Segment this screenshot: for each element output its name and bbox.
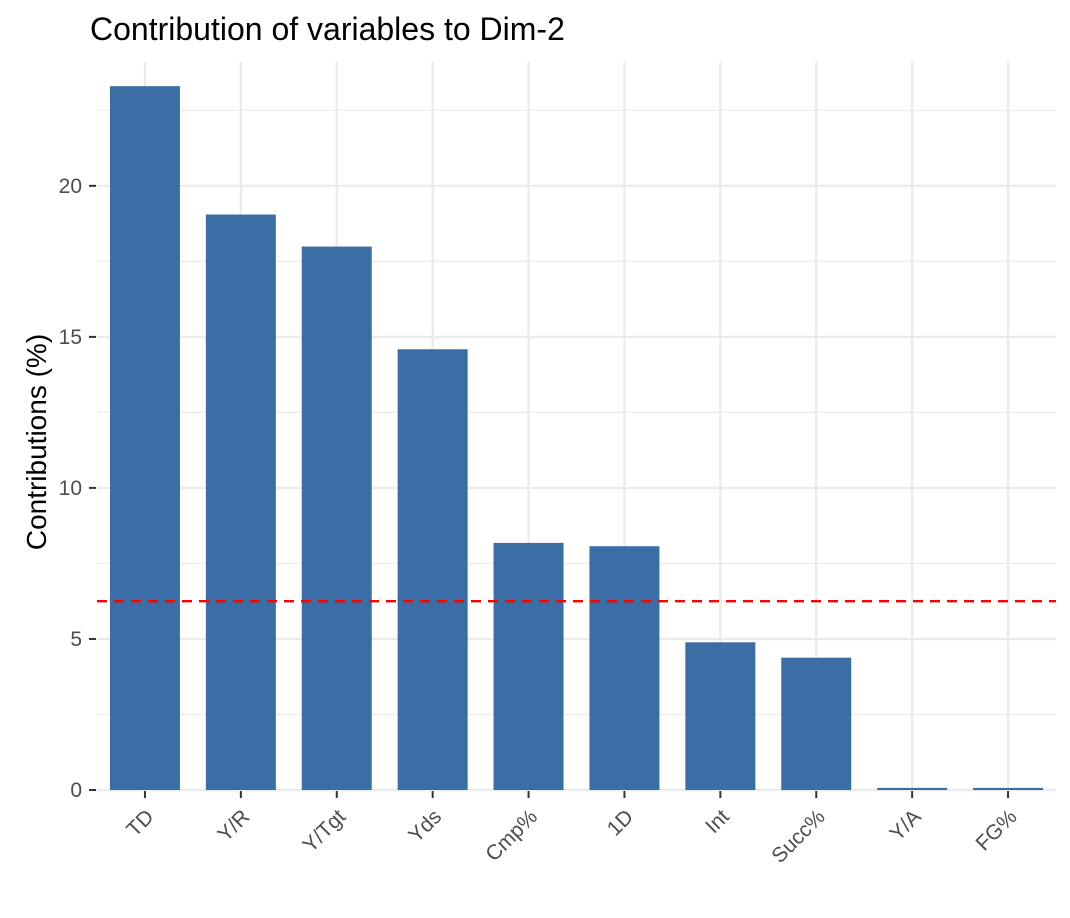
y-axis-label: Contributions (%) xyxy=(21,334,52,550)
x-tick-label: TD xyxy=(122,805,158,841)
x-tick-label: FG% xyxy=(971,805,1021,855)
x-tick-label: 1D xyxy=(603,805,638,840)
x-tick-label: Succ% xyxy=(767,805,829,867)
bar-fg- xyxy=(973,787,1044,790)
x-tick-label: Yds xyxy=(404,805,446,847)
y-tick-label: 20 xyxy=(59,175,82,198)
bar-yds xyxy=(397,349,468,790)
x-axis: TD Y/R Y/Tgt Yds Cmp% 1D Int Succ% Y/A FG% xyxy=(122,791,1022,868)
y-tick-label: 5 xyxy=(70,628,82,651)
y-tick-label: 0 xyxy=(70,779,82,802)
bar-y-a xyxy=(877,787,948,790)
bar-int xyxy=(685,642,756,790)
x-tick-label: Int xyxy=(701,805,734,838)
y-tick-label: 10 xyxy=(59,477,82,500)
x-tick-label: Cmp% xyxy=(481,805,542,866)
x-tick-label: Y/A xyxy=(885,805,925,845)
bar-succ- xyxy=(781,657,852,790)
chart-title: Contribution of variables to Dim-2 xyxy=(90,11,565,47)
y-tick-label: 15 xyxy=(59,326,82,349)
y-axis: 0 5 10 15 20 xyxy=(59,175,96,802)
bars xyxy=(109,86,1044,791)
bar-1d xyxy=(589,546,660,790)
bar-y-tgt xyxy=(301,246,372,791)
bar-td xyxy=(109,86,180,791)
bar-y-r xyxy=(205,214,276,790)
bar-cmp- xyxy=(493,542,564,790)
x-tick-label: Y/Tgt xyxy=(299,805,351,857)
x-tick-label: Y/R xyxy=(213,805,254,846)
